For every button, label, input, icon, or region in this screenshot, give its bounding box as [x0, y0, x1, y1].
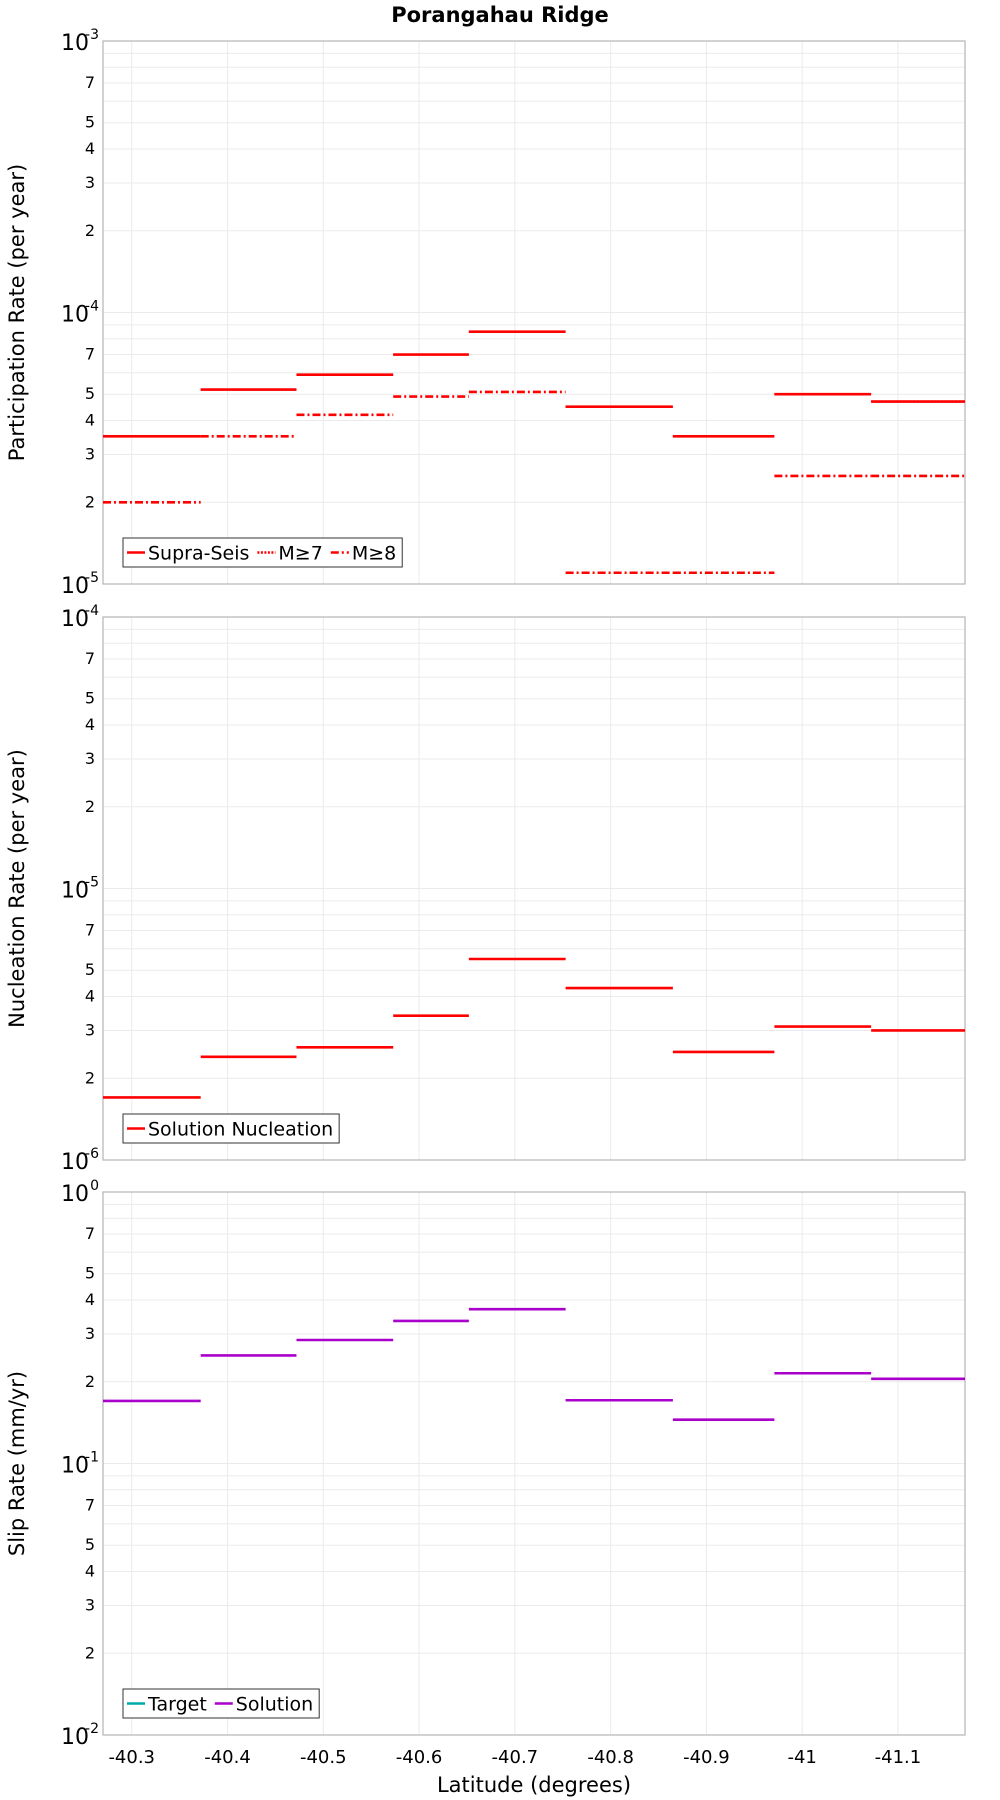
y-tick-label: 4 — [85, 1290, 95, 1309]
x-tick-label: -40.7 — [492, 1747, 539, 1768]
y-tick-label: 4 — [85, 139, 95, 158]
y-tick-label: 5 — [85, 689, 95, 708]
y-tick-label: 2 — [85, 1068, 95, 1087]
chart-title: Porangahau Ridge — [391, 3, 609, 27]
y-tick-label: 2 — [85, 1372, 95, 1391]
y-tick-label: 2 — [85, 221, 95, 240]
y-tick-label: 10 — [61, 607, 89, 632]
y-tick-label: 2 — [85, 1643, 95, 1662]
y-tick-label: 3 — [85, 749, 95, 768]
x-tick-label: -40.9 — [683, 1747, 730, 1768]
plot-frame — [102, 40, 966, 585]
y-tick-exponent: -2 — [85, 1721, 99, 1737]
y-tick-label: 5 — [85, 960, 95, 979]
y-tick-label: 5 — [85, 113, 95, 132]
x-tick-label: -40.6 — [396, 1747, 443, 1768]
plot-frame — [102, 1191, 966, 1736]
y-tick-exponent: 0 — [90, 1178, 99, 1194]
legend-label: M≥7 — [278, 543, 322, 565]
legend-label: Supra-Seis — [148, 543, 249, 565]
legend-box — [122, 1113, 340, 1144]
y-tick-label: 10 — [61, 1725, 89, 1750]
legend-box — [122, 1688, 320, 1719]
y-tick-exponent: -5 — [85, 875, 99, 891]
y-tick-label: 7 — [85, 345, 95, 364]
y-tick-label: 4 — [85, 1562, 95, 1581]
y-tick-label: 7 — [85, 921, 95, 940]
x-axis-label: Latitude (degrees) — [437, 1773, 631, 1797]
legend-label: Solution — [236, 1694, 313, 1716]
y-tick-label: 10 — [61, 574, 89, 599]
plot-frame — [102, 616, 966, 1161]
y-tick-label: 10 — [61, 879, 89, 904]
y-tick-label: 7 — [85, 1224, 95, 1243]
x-tick-label: -40.4 — [204, 1747, 251, 1768]
legend-label: M≥8 — [352, 543, 396, 565]
legend: Target Solution — [122, 1688, 320, 1719]
y-tick-label: 5 — [85, 1264, 95, 1283]
x-tick-label: -40.5 — [300, 1747, 347, 1768]
y-tick-exponent: -1 — [85, 1450, 99, 1466]
y-tick-label: 10 — [61, 31, 89, 56]
y-tick-label: 3 — [85, 1595, 95, 1614]
y-tick-label: 10 — [61, 303, 89, 328]
x-tick-label: -41 — [787, 1747, 816, 1768]
legend: Supra-Seis M≥7 M≥8 — [122, 537, 403, 568]
y-axis-label: Participation Rate (per year) — [5, 164, 29, 461]
y-tick-label: 4 — [85, 987, 95, 1006]
x-tick-label: -41.1 — [875, 1747, 922, 1768]
y-axis-label: Slip Rate (mm/yr) — [5, 1371, 29, 1556]
y-tick-exponent: -4 — [85, 299, 99, 315]
legend: Solution Nucleation — [122, 1113, 340, 1144]
y-tick-label: 2 — [85, 492, 95, 511]
y-tick-label: 3 — [85, 173, 95, 192]
y-tick-exponent: -5 — [85, 570, 99, 586]
y-tick-label: 5 — [85, 1535, 95, 1554]
y-tick-label: 3 — [85, 1324, 95, 1343]
y-tick-label: 4 — [85, 411, 95, 430]
y-tick-exponent: -4 — [85, 603, 99, 619]
y-tick-label: 3 — [85, 444, 95, 463]
legend-label: Target — [147, 1694, 207, 1716]
y-axis-label: Nucleation Rate (per year) — [5, 749, 29, 1028]
x-tick-label: -40.3 — [108, 1747, 155, 1768]
y-tick-label: 7 — [85, 1496, 95, 1515]
y-tick-label: 3 — [85, 1020, 95, 1039]
x-tick-label: -40.8 — [587, 1747, 634, 1768]
y-tick-label: 10 — [61, 1454, 89, 1479]
y-tick-label: 10 — [61, 1182, 89, 1207]
y-tick-exponent: -6 — [85, 1146, 99, 1162]
y-tick-label: 2 — [85, 797, 95, 816]
y-tick-label: 7 — [85, 73, 95, 92]
legend-label: Solution Nucleation — [148, 1119, 333, 1141]
y-tick-label: 7 — [85, 649, 95, 668]
y-tick-label: 4 — [85, 715, 95, 734]
y-tick-label: 10 — [61, 1150, 89, 1175]
y-tick-label: 5 — [85, 384, 95, 403]
y-tick-exponent: -3 — [85, 27, 99, 43]
